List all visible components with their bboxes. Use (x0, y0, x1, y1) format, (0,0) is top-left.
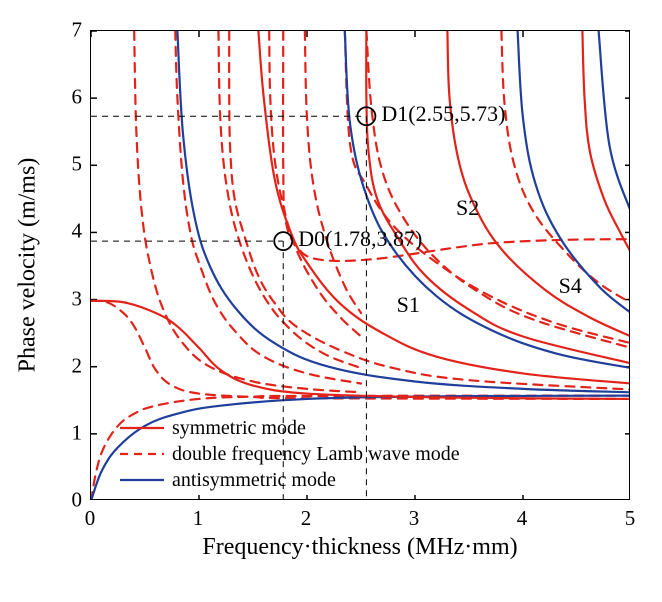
x-tick-2: 2 (301, 506, 312, 531)
legend-label-double: double frequency Lamb wave mode (172, 443, 460, 466)
x-tick-3: 3 (409, 506, 420, 531)
legend-row-double: double frequency Lamb wave mode (120, 441, 460, 467)
annotation-s1: S1 (397, 292, 420, 318)
x-tick-1: 1 (193, 506, 204, 531)
y-tick-1: 1 (72, 420, 83, 445)
legend-label-antisymmetric: antisymmetric mode (172, 469, 336, 492)
legend: symmetric mode double frequency Lamb wav… (120, 415, 460, 493)
legend-row-symmetric: symmetric mode (120, 415, 460, 441)
dispersion-chart: Phase velocity (m/ms) Frequency·thicknes… (0, 0, 662, 602)
annotation-s2: S2 (456, 195, 479, 221)
y-tick-4: 4 (72, 219, 83, 244)
legend-swatch-symmetric (120, 422, 164, 434)
y-tick-2: 2 (72, 353, 83, 378)
x-axis-label-text: Frequency·thickness (MHz·mm) (202, 534, 517, 560)
y-tick-6: 6 (72, 85, 83, 110)
y-tick-5: 5 (72, 152, 83, 177)
annotation-d0: D0(1.78,3.87) (298, 226, 422, 252)
y-tick-7: 7 (72, 18, 83, 43)
legend-swatch-antisymmetric (120, 474, 164, 486)
x-tick-4: 4 (517, 506, 528, 531)
legend-label-symmetric: symmetric mode (172, 417, 306, 440)
y-tick-3: 3 (72, 286, 83, 311)
x-tick-0: 0 (85, 506, 96, 531)
legend-swatch-double (120, 448, 164, 460)
annotation-d1: D1(2.55,5.73) (381, 101, 505, 127)
x-tick-5: 5 (625, 506, 636, 531)
legend-row-antisymmetric: antisymmetric mode (120, 467, 460, 493)
annotation-s4: S4 (559, 273, 582, 299)
y-axis-label: Phase velocity (m/ms) (15, 158, 42, 373)
x-axis-label: Frequency·thickness (MHz·mm) (202, 534, 517, 561)
y-axis-label-text: Phase velocity (m/ms) (15, 158, 41, 373)
y-tick-0: 0 (72, 488, 83, 513)
